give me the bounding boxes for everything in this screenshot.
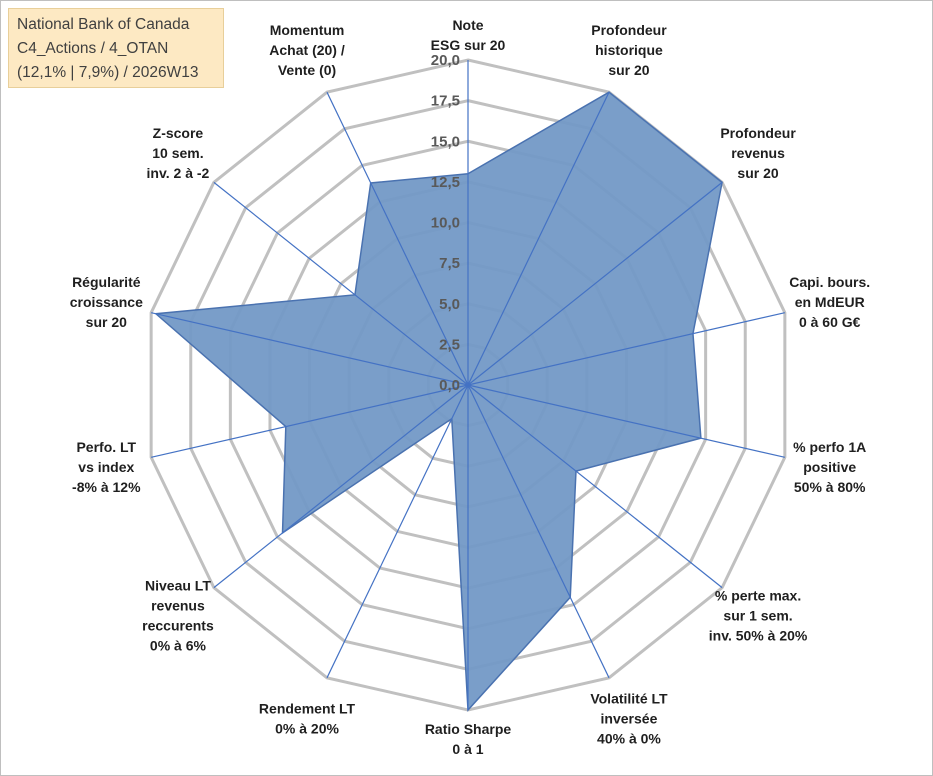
category-label-line: 0 à 1 bbox=[452, 741, 483, 757]
radar-spoke bbox=[213, 384, 469, 589]
category-label: Niveau LT revenus reccurents 0% à 6% bbox=[142, 578, 214, 654]
category-label-line: 50% à 80% bbox=[794, 479, 866, 495]
category-label-line: % perte max. bbox=[715, 588, 801, 604]
radar-spoke bbox=[467, 384, 610, 679]
category-label-line: Vente (0) bbox=[278, 62, 336, 78]
category-label: Rendement LT 0% à 20% bbox=[259, 701, 356, 737]
category-label-line: sur 20 bbox=[608, 62, 649, 78]
category-label: Ratio Sharpe 0 à 1 bbox=[425, 721, 512, 757]
axis-tick-label: 17,5 bbox=[431, 93, 460, 110]
category-label-line: reccurents bbox=[142, 618, 214, 634]
radar-spoke bbox=[213, 181, 469, 386]
category-label-line: sur 1 sem. bbox=[723, 608, 792, 624]
axis-tick-label: 20,0 bbox=[431, 52, 460, 69]
category-label-line: inversée bbox=[601, 711, 658, 727]
category-label-line: Volatilité LT bbox=[590, 691, 668, 707]
category-label-line: vs index bbox=[78, 459, 134, 475]
category-label: Note ESG sur 20 bbox=[431, 17, 506, 53]
title-line-company: National Bank of Canada bbox=[17, 16, 190, 33]
radar-spoke bbox=[467, 312, 785, 386]
category-label: % perte max. sur 1 sem. inv. 50% à 20% bbox=[709, 588, 808, 644]
title-box: National Bank of Canada C4_Actions / 4_O… bbox=[8, 8, 224, 88]
category-label-line: sur 20 bbox=[86, 314, 127, 330]
category-label: Profondeur historique sur 20 bbox=[591, 22, 667, 78]
category-label-line: Perfo. LT bbox=[76, 439, 136, 455]
category-label-line: 40% à 0% bbox=[597, 731, 661, 747]
category-label-line: sur 20 bbox=[737, 165, 778, 181]
category-label-line: -8% à 12% bbox=[72, 479, 141, 495]
radar-spoke bbox=[467, 91, 610, 386]
radar-spoke bbox=[467, 384, 785, 458]
title-line-category: C4_Actions / 4_OTAN bbox=[17, 40, 169, 57]
category-label-line: 0% à 20% bbox=[275, 721, 339, 737]
category-label-line: inv. 50% à 20% bbox=[709, 628, 808, 644]
category-label-line: Z-score bbox=[153, 125, 204, 141]
radar-spoke bbox=[467, 181, 723, 386]
category-label: Profondeur revenus sur 20 bbox=[720, 125, 796, 181]
axis-tick-label: 7,5 bbox=[439, 255, 460, 272]
category-label-line: Rendement LT bbox=[259, 701, 356, 717]
radar-spokes bbox=[151, 60, 785, 710]
radar-spoke bbox=[326, 91, 469, 386]
category-label-line: Niveau LT bbox=[145, 578, 211, 594]
category-label-line: Momentum bbox=[270, 22, 345, 38]
category-label: Régularité croissance sur 20 bbox=[70, 274, 143, 330]
category-label: Volatilité LT inversée 40% à 0% bbox=[590, 691, 668, 747]
category-label-line: croissance bbox=[70, 294, 143, 310]
axis-tick-label: 5,0 bbox=[439, 296, 460, 313]
category-label: % perfo 1A positive 50% à 80% bbox=[793, 439, 866, 495]
category-label: Z-score 10 sem. inv. 2 à -2 bbox=[147, 125, 210, 181]
category-label-line: Profondeur bbox=[591, 22, 667, 38]
category-label-line: Ratio Sharpe bbox=[425, 721, 512, 737]
radar-spoke bbox=[467, 384, 723, 589]
category-label-line: % perfo 1A bbox=[793, 439, 866, 455]
axis-tick-label: 0,0 bbox=[439, 377, 460, 394]
category-label-line: Profondeur bbox=[720, 125, 796, 141]
radar-ticks: 0,0 2,5 5,0 7,5 10,0 12,5 15,0 17,5 20,0 bbox=[431, 52, 460, 394]
category-label-line: positive bbox=[803, 459, 856, 475]
category-label-line: 0 à 60 G€ bbox=[799, 314, 861, 330]
category-label-line: revenus bbox=[151, 598, 205, 614]
category-label-line: 0% à 6% bbox=[150, 638, 207, 654]
category-label-line: en MdEUR bbox=[795, 294, 865, 310]
radar-spoke bbox=[151, 312, 469, 386]
category-label-line: revenus bbox=[731, 145, 785, 161]
category-label-line: 10 sem. bbox=[152, 145, 203, 161]
category-label-line: ESG sur 20 bbox=[431, 37, 506, 53]
category-label: Momentum Achat (20) / Vente (0) bbox=[269, 22, 345, 78]
title-line-stats: (12,1% | 7,9%) / 2026W13 bbox=[17, 64, 199, 81]
radar-spoke bbox=[151, 384, 469, 458]
category-label-line: Achat (20) / bbox=[269, 42, 345, 58]
category-label: Capi. bours. en MdEUR 0 à 60 G€ bbox=[789, 274, 870, 330]
axis-tick-label: 10,0 bbox=[431, 215, 460, 232]
radar-category-labels: Note ESG sur 20 Profondeur historique sur 20… bbox=[70, 17, 870, 757]
category-label-line: Note bbox=[452, 17, 483, 33]
category-label-line: Régularité bbox=[72, 274, 141, 290]
category-label-line: historique bbox=[595, 42, 663, 58]
axis-tick-label: 2,5 bbox=[439, 336, 460, 353]
axis-tick-label: 15,0 bbox=[431, 133, 460, 150]
category-label: Perfo. LT vs index -8% à 12% bbox=[72, 439, 141, 495]
category-label-line: Capi. bours. bbox=[789, 274, 870, 290]
axis-tick-label: 12,5 bbox=[431, 174, 460, 191]
category-label-line: inv. 2 à -2 bbox=[147, 165, 210, 181]
radar-spoke bbox=[326, 384, 469, 679]
